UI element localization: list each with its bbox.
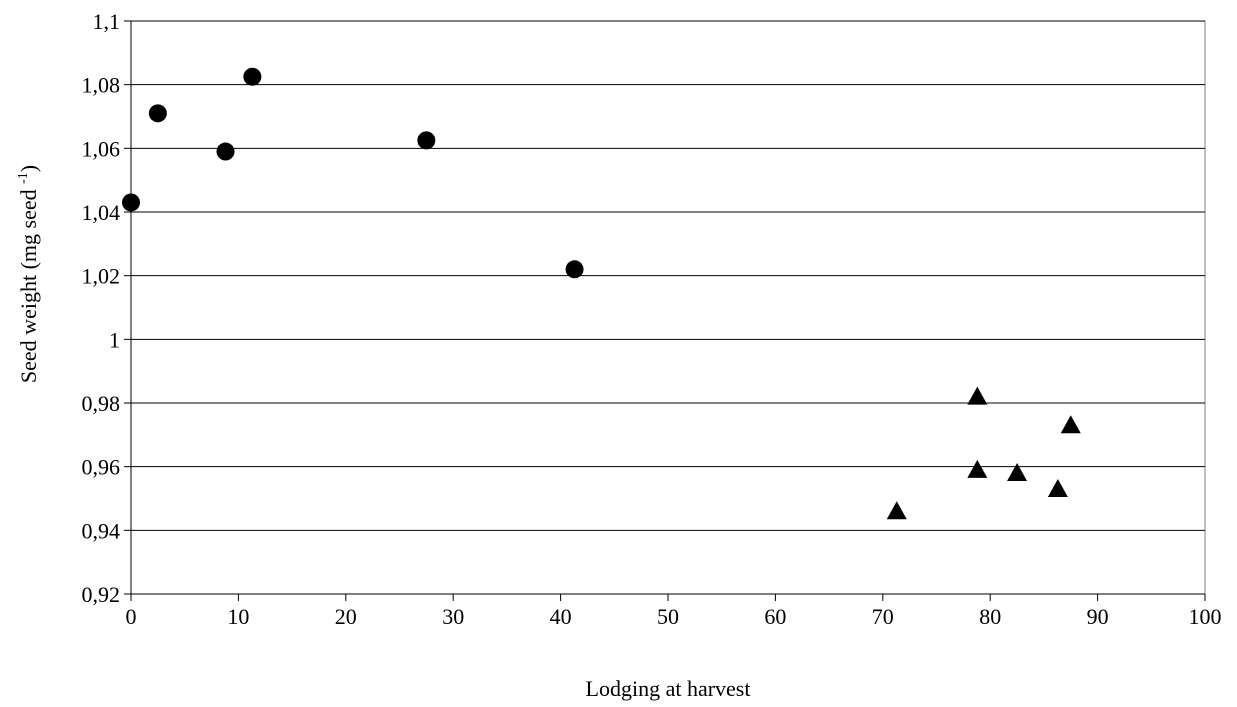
x-axis-ticks: 0 10 20 30 40 50 60 70 80 90 100	[126, 594, 1222, 629]
y-tick-label: 0,98	[82, 391, 121, 416]
y-tick-label: 0,92	[82, 582, 121, 607]
data-markers	[122, 67, 1081, 520]
plot-frame	[130, 20, 1206, 595]
x-tick-label: 100	[1189, 604, 1222, 629]
x-tick-label: 20	[335, 604, 357, 629]
x-tick-label: 10	[227, 604, 249, 629]
y-tick-label: 1	[109, 327, 120, 352]
circle-marker	[243, 67, 262, 86]
x-axis-title: Lodging at harvest	[586, 676, 751, 701]
circle-marker	[122, 193, 140, 212]
y-axis-ticks: 0,92 0,94 0,96 0,98 1 1,02 1,04 1,06 1,08 1,1	[82, 9, 131, 607]
x-tick-label: 60	[764, 604, 786, 629]
circle-marker	[148, 104, 167, 123]
triangle-marker	[886, 501, 907, 520]
x-tick-label: 90	[1087, 604, 1109, 629]
y-tick-label: 1,06	[82, 136, 121, 161]
axes	[130, 21, 1205, 595]
gridlines	[131, 20, 1205, 595]
y-tick-label: 1,1	[93, 9, 121, 34]
y-axis-title-main: Seed weight (mg seed	[16, 184, 41, 383]
circle-marker	[417, 131, 436, 150]
y-tick-label: 0,96	[82, 455, 121, 480]
y-axis-title: Seed weight (mg seed -1)	[16, 165, 41, 383]
x-tick-label: 0	[126, 604, 137, 629]
circle-marker	[565, 260, 584, 279]
triangle-marker	[967, 386, 988, 405]
plot-area	[130, 20, 1206, 595]
circle-marker	[216, 142, 235, 161]
x-tick-label: 30	[442, 604, 464, 629]
y-tick-label: 1,04	[82, 200, 121, 225]
y-axis-title-close: )	[16, 165, 41, 172]
x-tick-label: 70	[872, 604, 894, 629]
triangle-marker	[1047, 478, 1068, 497]
x-tick-label: 50	[657, 604, 679, 629]
x-tick-label: 40	[550, 604, 572, 629]
triangle-marker	[1060, 415, 1081, 434]
triangle-marker	[967, 459, 988, 478]
y-axis-title-superscript: -1	[16, 172, 31, 184]
triangle-marker	[1007, 463, 1028, 482]
x-tick-label: 80	[979, 604, 1001, 629]
y-tick-label: 0,94	[82, 518, 121, 543]
y-tick-label: 1,08	[82, 73, 121, 98]
y-tick-label: 1,02	[82, 264, 121, 289]
